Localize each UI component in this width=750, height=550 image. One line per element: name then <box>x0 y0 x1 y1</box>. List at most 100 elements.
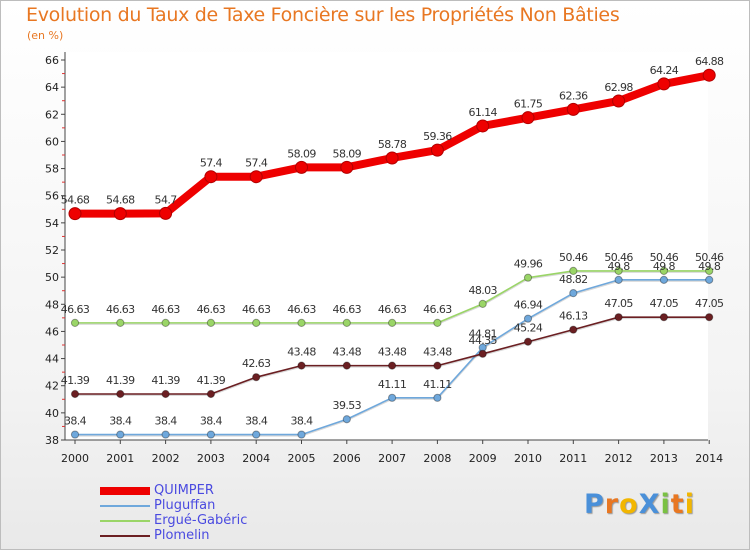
data-point <box>569 289 578 298</box>
data-point <box>523 337 533 346</box>
data-point <box>478 299 487 308</box>
y-tick-label: 46 <box>45 325 59 338</box>
legend-swatch <box>100 504 150 507</box>
data-label: 48.03 <box>468 284 497 297</box>
data-point <box>430 143 444 157</box>
data-label: 46.94 <box>514 299 543 312</box>
data-label: 62.98 <box>604 81 633 94</box>
y-tick-label: 60 <box>45 135 59 148</box>
data-point <box>566 102 580 116</box>
data-point <box>342 415 351 424</box>
data-label: 54.68 <box>106 194 135 207</box>
data-point <box>70 430 80 439</box>
x-tick-label: 2008 <box>423 452 451 465</box>
x-tick-label: 2001 <box>106 452 134 465</box>
legend-label: Ergué-Gabéric <box>154 513 248 528</box>
legend-item: Plomelin <box>100 528 247 543</box>
y-tick-label: 38 <box>45 434 59 447</box>
data-label: 46.13 <box>559 310 588 323</box>
data-point <box>206 430 215 439</box>
data-label: 46.63 <box>333 303 362 316</box>
legend-label: Plomelin <box>154 528 210 543</box>
data-label: 62.36 <box>559 89 588 102</box>
chart-subtitle: (en %) <box>27 29 64 42</box>
proxiti-logo: ProXiti <box>584 489 695 520</box>
y-tick-label: 52 <box>45 244 59 257</box>
data-point <box>569 325 578 334</box>
data-point <box>523 314 533 323</box>
data-label: 43.48 <box>333 346 362 359</box>
legend-swatch <box>100 486 150 495</box>
data-point <box>657 77 671 91</box>
data-label: 57.4 <box>200 157 223 170</box>
data-point <box>204 170 218 184</box>
legend-swatch <box>100 534 150 537</box>
data-point <box>161 318 170 327</box>
chart-legend: QUIMPER Pluguffan Ergué-Gabéric Plomelin <box>100 483 247 543</box>
y-tick-label: 48 <box>45 298 59 311</box>
x-tick-label: 2012 <box>605 452 633 465</box>
data-label: 41.11 <box>423 378 452 391</box>
data-label: 43.48 <box>378 346 407 359</box>
x-tick-label: 2006 <box>333 452 361 465</box>
data-point <box>206 318 215 327</box>
legend-item: Pluguffan <box>100 498 247 513</box>
data-point <box>388 318 397 327</box>
data-point <box>433 318 442 327</box>
data-label: 45.24 <box>514 322 543 335</box>
x-tick-label: 2005 <box>288 452 316 465</box>
data-label: 38.4 <box>290 415 313 428</box>
data-label: 46.63 <box>151 303 180 316</box>
legend-swatch <box>100 519 150 522</box>
data-point <box>161 430 170 439</box>
x-tick-label: 2004 <box>242 452 270 465</box>
legend-item: QUIMPER <box>100 483 247 498</box>
data-label: 50.46 <box>559 251 588 264</box>
legend-item: Ergué-Gabéric <box>100 513 247 528</box>
data-point <box>659 266 669 275</box>
data-label: 61.14 <box>468 106 497 119</box>
data-point <box>342 318 351 327</box>
data-label: 38.4 <box>155 415 178 428</box>
data-label: 58.09 <box>333 147 362 160</box>
y-tick-label: 40 <box>45 407 59 420</box>
data-point <box>342 361 351 370</box>
data-label: 38.4 <box>200 415 223 428</box>
data-point <box>476 119 490 133</box>
data-point <box>702 68 716 82</box>
data-label: 46.63 <box>287 303 316 316</box>
data-point <box>388 393 397 402</box>
data-point <box>705 275 714 284</box>
x-tick-label: 2009 <box>469 452 497 465</box>
data-point <box>116 318 125 327</box>
data-label: 38.4 <box>109 415 132 428</box>
data-label: 49.8 <box>698 260 721 273</box>
y-tick-label: 50 <box>45 271 59 284</box>
data-point <box>68 207 82 221</box>
data-label: 46.63 <box>378 303 407 316</box>
data-label: 46.63 <box>106 303 135 316</box>
data-label: 54.7 <box>155 193 178 206</box>
data-label: 50.46 <box>604 251 633 264</box>
data-label: 46.63 <box>197 303 226 316</box>
data-label: 38.4 <box>64 415 87 428</box>
data-label: 50.46 <box>650 251 679 264</box>
data-point <box>388 361 397 370</box>
data-label: 46.63 <box>242 303 271 316</box>
data-label: 43.48 <box>423 346 452 359</box>
legend-label: QUIMPER <box>154 483 214 498</box>
y-tick-label: 58 <box>45 163 59 176</box>
data-label: 41.11 <box>378 378 407 391</box>
data-label: 49.8 <box>653 260 676 273</box>
data-label: 43.48 <box>287 346 316 359</box>
data-point <box>478 349 487 358</box>
data-label: 41.39 <box>106 374 135 387</box>
data-label: 54.68 <box>61 194 90 207</box>
data-label: 41.39 <box>197 374 226 387</box>
x-tick-label: 2011 <box>559 452 587 465</box>
data-point <box>297 318 306 327</box>
data-point <box>70 389 80 399</box>
data-point <box>705 266 714 275</box>
y-tick-label: 44 <box>45 353 59 366</box>
